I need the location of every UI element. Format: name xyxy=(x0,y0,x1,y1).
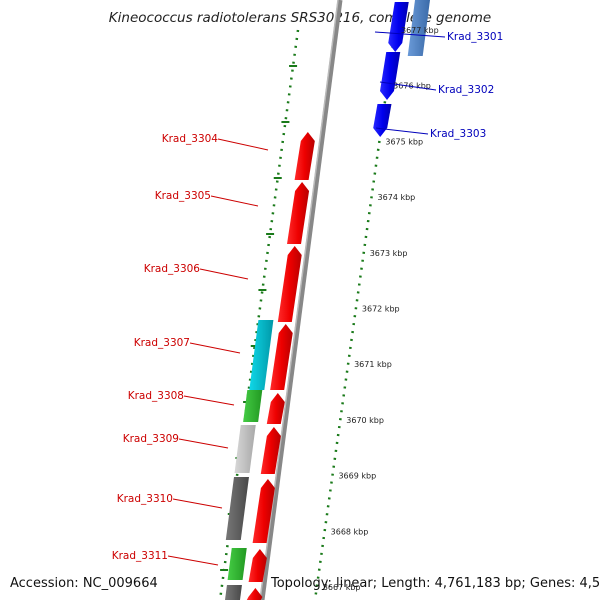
gene-label-leader xyxy=(172,498,223,509)
gene-dark-grey-2[interactable] xyxy=(225,585,242,600)
chromosome-backbone-highlight xyxy=(259,0,339,600)
gene-krad-3304[interactable] xyxy=(294,132,315,180)
gene-green[interactable] xyxy=(243,390,263,422)
gene-label-leader xyxy=(178,438,229,449)
gene-label-left[interactable]: Krad_3309 xyxy=(123,433,179,445)
kbp-scale-label: 3675 kbp xyxy=(385,137,423,146)
gene-label-leader xyxy=(375,127,429,135)
gene-label-left[interactable]: Krad_3311 xyxy=(112,550,168,562)
gene-label-leader xyxy=(379,81,437,91)
kbp-scale-label: 3667 kbp xyxy=(323,583,361,592)
kbp-scale-label: 3673 kbp xyxy=(370,249,408,258)
gene-krad-3306[interactable] xyxy=(277,246,302,322)
gene-label-leader xyxy=(167,555,219,566)
gene-label-leader xyxy=(210,195,259,207)
gene-steel-blue[interactable] xyxy=(407,0,430,56)
kbp-scale-label: 3674 kbp xyxy=(378,193,416,202)
gene-label-leader xyxy=(189,342,241,354)
kbp-scale-label: 3672 kbp xyxy=(362,305,400,314)
gene-red-partial[interactable] xyxy=(246,588,263,600)
gene-label-right[interactable]: Krad_3301 xyxy=(447,31,503,43)
gene-label-left[interactable]: Krad_3310 xyxy=(117,493,173,505)
gene-krad-3302[interactable] xyxy=(380,52,401,100)
gene-krad-3308[interactable] xyxy=(266,393,285,424)
gene-label-left[interactable]: Krad_3306 xyxy=(144,263,201,275)
gene-dark-grey[interactable] xyxy=(225,477,249,540)
gene-krad-3310[interactable] xyxy=(252,479,275,543)
gene-krad-3309[interactable] xyxy=(260,427,281,474)
gene-label-left[interactable]: Krad_3304 xyxy=(162,133,219,145)
gene-label-leader xyxy=(217,138,269,151)
kbp-scale-label: 3669 kbp xyxy=(338,472,376,481)
gene-krad-3305[interactable] xyxy=(287,182,310,244)
gene-label-right[interactable]: Krad_3303 xyxy=(430,128,486,140)
kbp-scale-label: 3668 kbp xyxy=(331,527,369,536)
accession-text: Accession: NC_009664 xyxy=(10,576,158,591)
gene-layer xyxy=(225,0,430,600)
kbp-scale-label: 3677 kbp xyxy=(401,26,439,35)
gene-label-leader xyxy=(374,31,446,38)
gene-label-leader xyxy=(199,268,249,280)
gene-label-left[interactable]: Krad_3308 xyxy=(128,390,184,402)
gene-label-left[interactable]: Krad_3307 xyxy=(134,337,190,349)
chromosome-backbone xyxy=(259,0,343,600)
gene-krad-3311[interactable] xyxy=(248,549,267,582)
map-title: Kineococcus radiotolerans SRS30216, comp… xyxy=(109,10,491,26)
gene-label-left[interactable]: Krad_3305 xyxy=(155,190,211,202)
gene-cyan[interactable] xyxy=(249,320,274,390)
gene-label-leader xyxy=(183,395,235,406)
topology-text: Topology: linear; Length: 4,761,183 bp; … xyxy=(270,576,600,591)
kbp-scale-label: 3671 kbp xyxy=(354,360,392,369)
gene-krad-3307[interactable] xyxy=(270,324,293,390)
gene-krad-3301[interactable] xyxy=(388,2,409,52)
gene-label-right[interactable]: Krad_3302 xyxy=(438,84,494,96)
gene-light-grey[interactable] xyxy=(234,425,256,473)
gene-krad-3303[interactable] xyxy=(373,104,392,137)
kbp-scale-label: 3670 kbp xyxy=(346,416,384,425)
gene-green-2[interactable] xyxy=(227,548,247,580)
